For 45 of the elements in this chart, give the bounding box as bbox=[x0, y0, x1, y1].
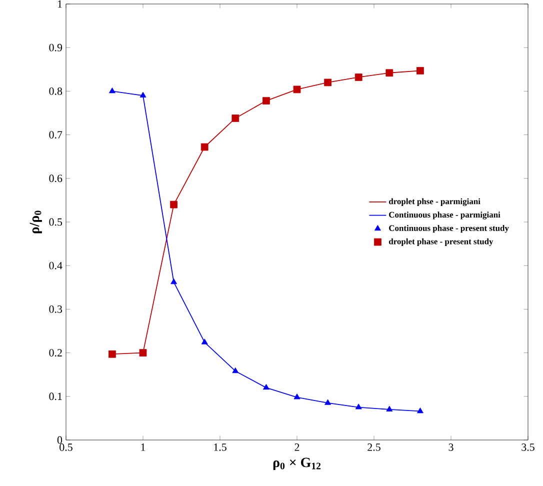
point bbox=[201, 338, 208, 344]
y-tick-label: 0.8 bbox=[49, 87, 62, 95]
y-tick-label: 0.1 bbox=[49, 392, 62, 400]
point bbox=[416, 67, 424, 74]
point bbox=[355, 404, 362, 410]
legend-label: Continuous phase - present study bbox=[389, 224, 509, 233]
x-tick-label: 3.5 bbox=[522, 444, 534, 451]
point bbox=[170, 278, 178, 284]
point bbox=[170, 200, 178, 208]
y-tick-label: 0.3 bbox=[49, 305, 62, 313]
x-axis-title: ρ$_{0}$ × G$_{12}$ bbox=[273, 458, 321, 470]
point bbox=[386, 69, 394, 77]
x-tick-label: 3 bbox=[448, 444, 454, 451]
point bbox=[232, 114, 240, 122]
x-tick-label: 1.5 bbox=[214, 444, 226, 451]
legend-label: droplet phse - parmigiani bbox=[388, 198, 480, 206]
point bbox=[386, 406, 393, 412]
point bbox=[416, 408, 424, 414]
y-tick-label: 0.7 bbox=[49, 131, 62, 139]
point bbox=[108, 88, 116, 94]
point bbox=[140, 92, 146, 98]
legend-label: droplet phase - present study bbox=[388, 238, 494, 246]
y-tick-label: 0.6 bbox=[49, 174, 62, 182]
point bbox=[139, 349, 147, 356]
y-tick-label: 0.4 bbox=[49, 262, 62, 270]
legend-label: Continuous phase - parmigiani bbox=[389, 212, 500, 220]
point bbox=[324, 78, 332, 86]
point bbox=[262, 384, 270, 390]
y-tick-label: 0.9 bbox=[49, 44, 62, 52]
point bbox=[293, 86, 301, 94]
point bbox=[200, 143, 208, 151]
point bbox=[262, 97, 270, 104]
y-tick-label: 1 bbox=[58, 0, 62, 8]
x-tick-label: 2 bbox=[294, 444, 300, 451]
x-tick-label: 1 bbox=[141, 444, 146, 451]
y-tick-label: 0.2 bbox=[49, 349, 62, 357]
point bbox=[232, 367, 239, 374]
point bbox=[354, 74, 362, 81]
point bbox=[294, 394, 300, 400]
y-tick-label: 0.5 bbox=[49, 218, 62, 226]
y-tick-label: 0 bbox=[57, 436, 62, 444]
point bbox=[108, 350, 116, 358]
x-tick-label: 2.5 bbox=[368, 444, 380, 451]
point bbox=[324, 399, 332, 405]
y-axis-title: ρ/ρ$_{0}$ bbox=[30, 210, 42, 234]
